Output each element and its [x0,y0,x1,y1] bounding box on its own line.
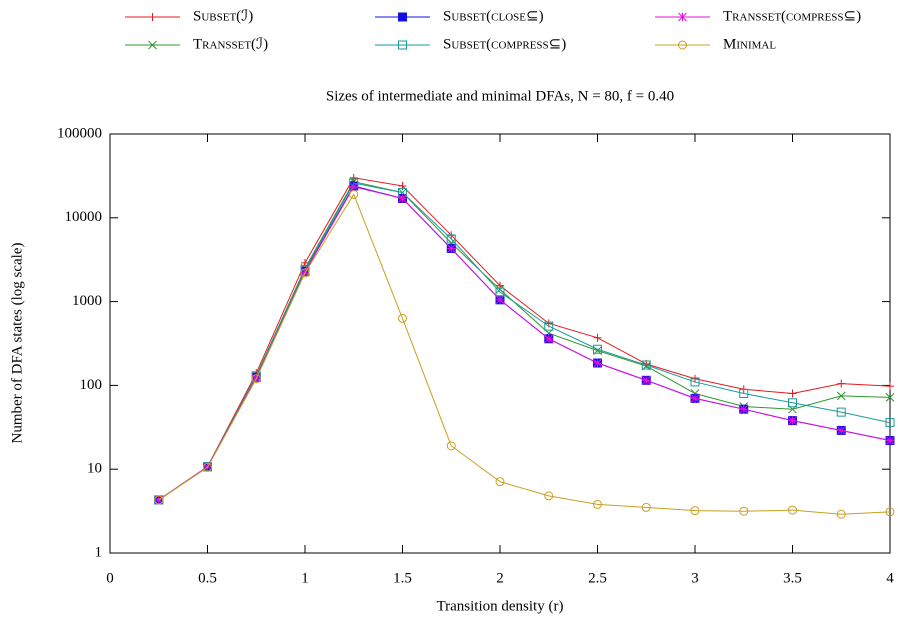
marker [544,321,554,331]
marker [495,285,505,294]
x-tick-label: 0 [106,570,114,586]
chart-title: Sizes of intermediate and minimal DFAs, … [326,88,674,104]
marker [203,462,212,472]
legend-marker [148,13,157,21]
plot-frame [109,133,891,554]
marker [300,268,310,278]
marker [837,379,846,388]
y-axis-label: Number of DFA states (log scale) [9,243,25,444]
marker [739,506,749,516]
marker [836,391,846,401]
marker [886,382,894,391]
marker [349,189,359,199]
marker [836,407,846,417]
legend-label: Transset(ℐ) [193,36,268,52]
legend-marker [148,40,157,50]
marker [885,507,895,517]
marker [690,506,700,516]
legend-marker [678,40,687,50]
x-tick-label: 2.5 [588,570,607,586]
marker [544,491,554,501]
y-tick-label: 1 [95,544,103,560]
y-tick-label: 10 [87,461,102,477]
marker [593,333,602,342]
legend-marker [398,40,407,50]
x-tick-label: 3 [691,570,699,586]
marker [446,244,456,253]
legend-marker [398,12,407,22]
legend-label: Subset(compress⊆) [443,36,566,52]
marker [788,389,797,398]
x-tick-label: 0.5 [198,570,217,586]
marker [885,436,895,445]
x-tick-label: 1 [301,570,309,586]
marker [154,495,164,505]
series-line [158,185,891,501]
marker [690,377,700,387]
marker [739,404,749,414]
x-axis-label: Transition density (r) [437,598,564,614]
marker [398,313,407,323]
marker [349,173,358,182]
series-line [158,186,891,501]
y-tick-label: 100 [80,377,103,393]
marker [544,334,554,344]
marker [641,360,651,370]
legend-marker [678,12,687,22]
marker [495,477,505,487]
marker [593,358,602,368]
series-line [158,181,891,501]
marker [446,441,456,451]
series-line [158,177,891,501]
legend-label: Subset(ℐ) [193,8,253,24]
marker [739,389,749,399]
marker [398,194,407,203]
marker [349,182,359,192]
series-line [158,182,891,501]
marker [885,393,895,402]
marker [885,418,895,428]
marker [836,426,846,435]
marker [690,394,700,403]
marker [641,375,651,385]
marker [836,509,846,519]
legend-label: Transset(compress⊆) [723,8,861,24]
marker [788,416,797,425]
marker [641,502,651,512]
marker [251,374,261,384]
series-line [158,193,891,515]
marker [788,505,797,515]
x-tick-label: 1.5 [393,570,412,586]
legend-label: Subset(close⊆) [443,8,544,24]
marker [593,499,602,509]
x-tick-label: 2 [496,570,504,586]
y-tick-label: 100000 [57,125,102,141]
marker [593,344,602,354]
y-tick-label: 1000 [72,293,102,309]
legend-label: Minimal [723,36,776,52]
marker [446,234,456,244]
x-tick-label: 4 [886,570,894,586]
marker [495,295,505,305]
marker [788,398,797,408]
y-tick-label: 10000 [65,209,103,225]
x-tick-label: 3.5 [783,570,802,586]
